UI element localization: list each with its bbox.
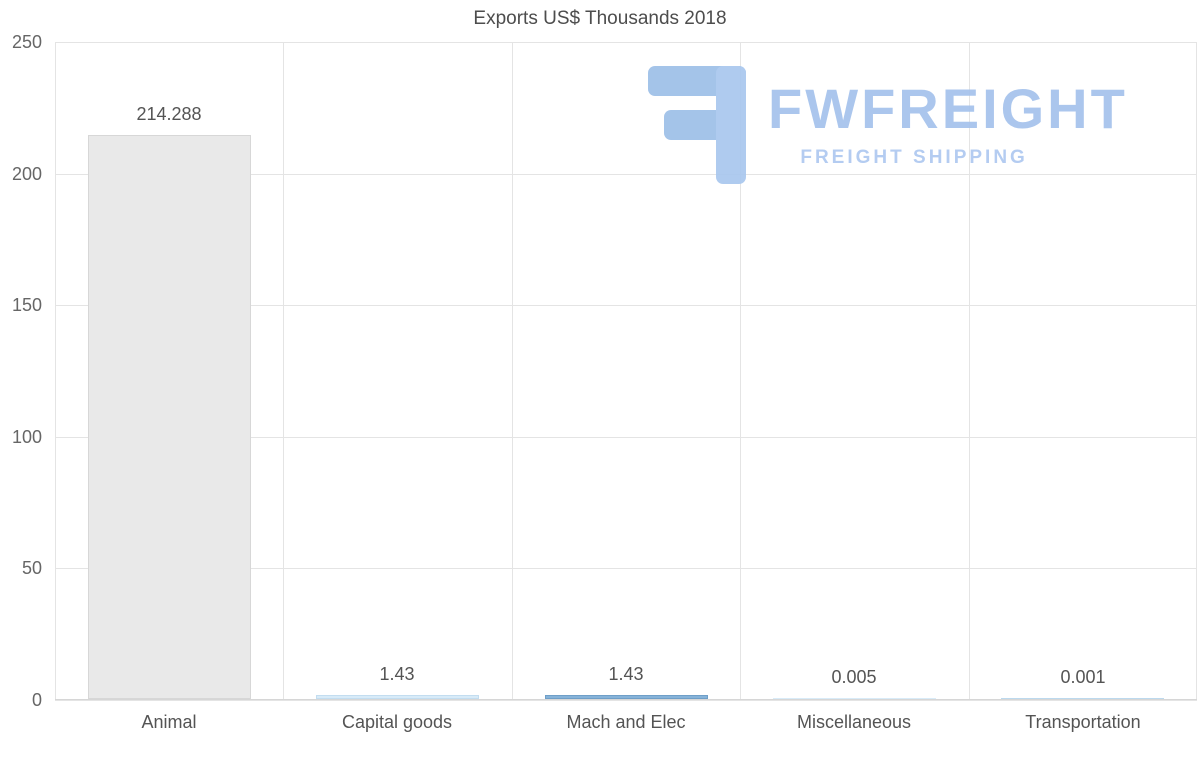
- x-axis-category-label: Mach and Elec: [566, 712, 686, 732]
- plot-area: 214.288 1.43 1.43 0.005 0.001: [55, 42, 1197, 701]
- bar-capital-goods: [316, 695, 479, 699]
- vertical-gridline: [740, 42, 741, 699]
- horizontal-gridline: [55, 42, 1197, 43]
- y-axis-tick-label: 0: [31, 690, 42, 710]
- y-axis-tick-label: 100: [11, 426, 42, 447]
- bar-value-label: 214.288: [136, 104, 202, 124]
- vertical-gridline: [512, 42, 513, 699]
- y-axis-tick-label: 150: [11, 295, 42, 316]
- bar-miscellaneous: [773, 698, 936, 699]
- horizontal-gridline: [55, 568, 1197, 569]
- bar-animal: [88, 135, 251, 699]
- x-axis-category-label: Miscellaneous: [796, 712, 912, 732]
- horizontal-gridline: [55, 437, 1197, 438]
- bar-value-label: 1.43: [379, 664, 415, 684]
- horizontal-gridline: [55, 305, 1197, 306]
- vertical-gridline: [1196, 42, 1197, 699]
- x-axis-category-label: Transportation: [1025, 712, 1141, 732]
- y-axis-tick-label: 200: [11, 163, 42, 184]
- bar-transportation: [1001, 698, 1164, 699]
- bar-value-label: 0.001: [1060, 667, 1106, 687]
- x-axis-category-label: Animal: [141, 712, 197, 732]
- vertical-gridline: [55, 42, 56, 699]
- bar-value-label: 1.43: [608, 664, 644, 684]
- y-axis-tick-label: 250: [11, 32, 42, 52]
- y-axis-tick-label: 50: [21, 558, 42, 579]
- vertical-gridline: [969, 42, 970, 699]
- horizontal-gridline: [55, 174, 1197, 175]
- bar-value-label: 0.005: [831, 667, 877, 687]
- bar-mach-and-elec: [545, 695, 708, 699]
- chart-title: Exports US$ Thousands 2018: [473, 8, 727, 29]
- horizontal-gridline: [55, 700, 1197, 701]
- x-axis-category-label: Capital goods: [341, 712, 453, 732]
- vertical-gridline: [283, 42, 284, 699]
